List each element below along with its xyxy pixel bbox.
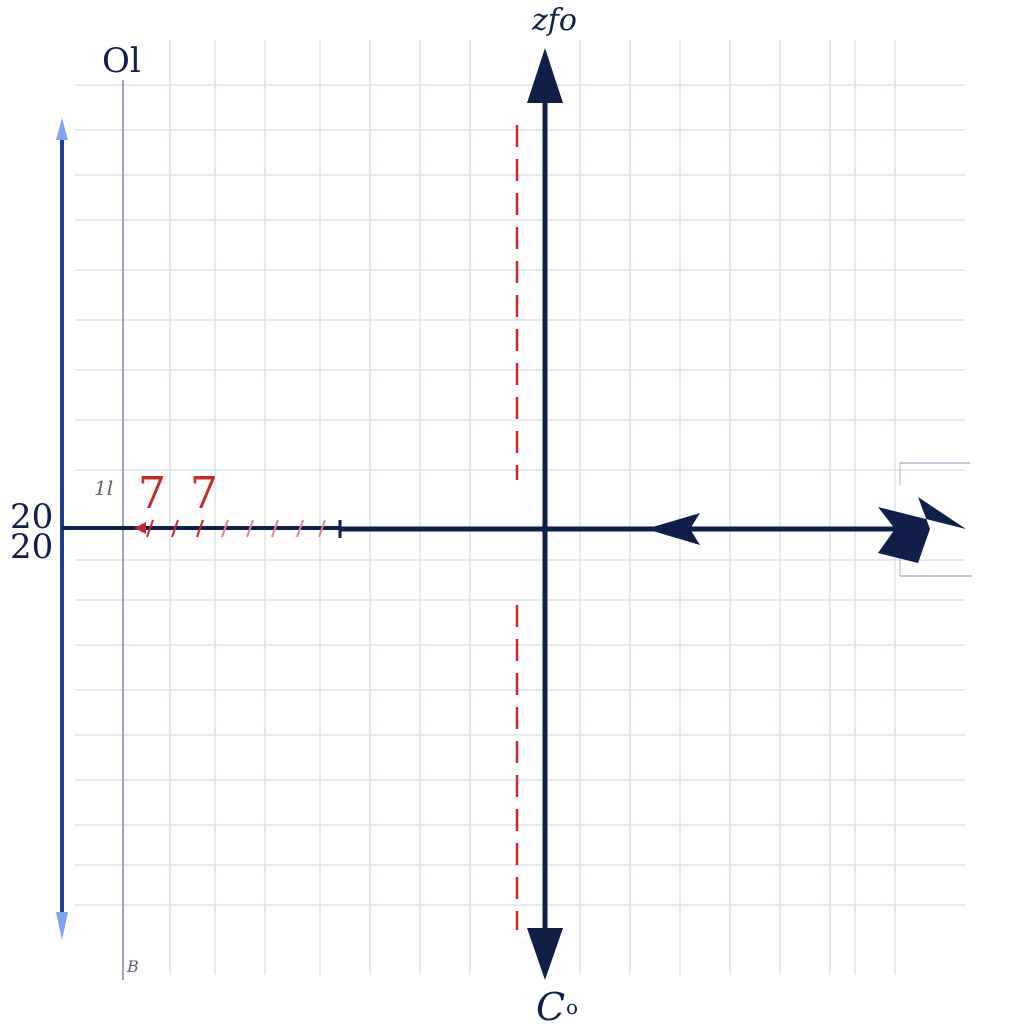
horizontal-axis-inner-arrow	[646, 513, 700, 545]
vertical-axis-down-arrow	[527, 928, 563, 980]
red-tick	[196, 519, 204, 538]
red-tick	[246, 519, 254, 538]
bottom-axis-label: C	[536, 985, 565, 1024]
horizontal-axis-right-arrow	[878, 497, 966, 563]
red-tick	[271, 519, 279, 538]
left-top-number: 20	[10, 497, 53, 537]
right-bracket-lines	[899, 462, 972, 577]
red-tick-segment	[134, 519, 338, 538]
red-tick	[296, 519, 304, 538]
bottom-left-mark: B	[126, 957, 139, 976]
red-tick	[221, 519, 229, 538]
left-bottom-number: 20	[10, 527, 53, 567]
top-axis-label: zfo	[531, 3, 577, 38]
red-tick	[318, 519, 326, 538]
vertical-axis-up-arrow	[527, 48, 563, 103]
vertical-axis	[527, 48, 563, 980]
red-mark-a: 7	[138, 468, 166, 519]
grid	[75, 40, 965, 975]
bottom-axis-sub-label: o	[566, 995, 578, 1019]
left-small-mark: 1l	[94, 476, 113, 500]
red-tick	[171, 519, 179, 538]
red-mark-b: 7	[190, 468, 218, 519]
red-tick	[146, 519, 154, 538]
horizontal-axis	[62, 497, 966, 563]
top-left-label: Ol	[102, 41, 141, 81]
